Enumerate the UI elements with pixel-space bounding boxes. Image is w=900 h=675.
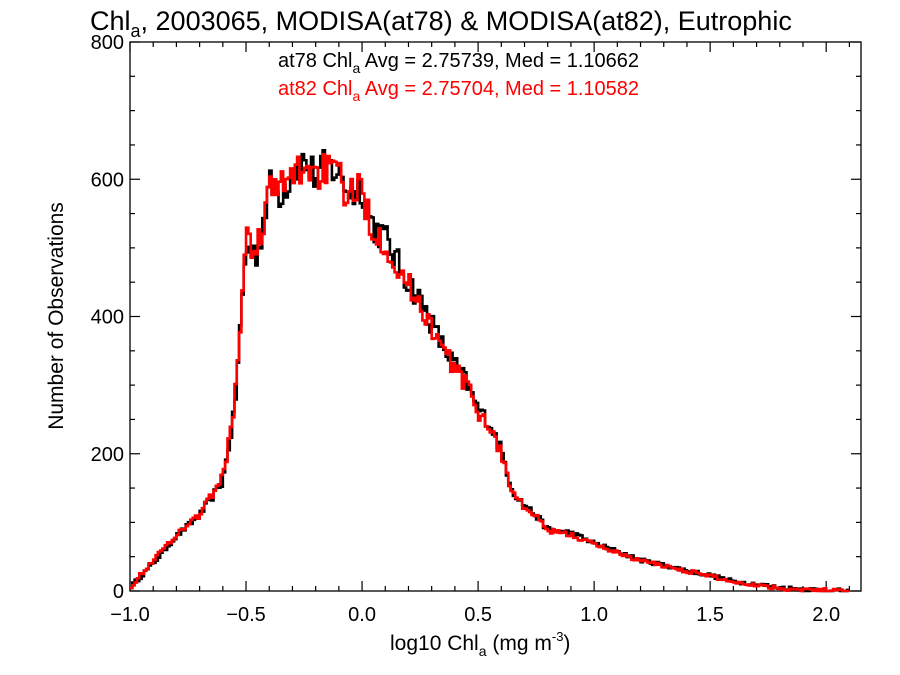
x-tick-label: 1.0 <box>580 604 608 626</box>
stat-line-at78: at78 Chla Avg = 2.75739, Med = 1.10662 <box>278 50 639 76</box>
x-tick-label: 0.0 <box>348 604 376 626</box>
chart-title-main: Chl <box>90 6 131 36</box>
chart-title-rest: , 2003065, MODISA(at78) & MODISA(at82), … <box>141 6 792 36</box>
x-tick-label: 1.5 <box>696 604 724 626</box>
x-tick-label: 0.5 <box>464 604 492 626</box>
x-axis-label-pre: log10 Chl <box>390 632 479 655</box>
x-tick-label: 2.0 <box>812 604 840 626</box>
x-tick-label: −0.5 <box>226 604 265 626</box>
x-axis-label-mid: (mg m <box>487 632 552 655</box>
chart-title-subscript: a <box>131 21 142 41</box>
y-axis-label: Number of Observations <box>45 202 68 430</box>
stats-annotations: at78 Chla Avg = 2.75739, Med = 1.10662 a… <box>278 50 639 104</box>
x-axis-label-sub: a <box>479 643 487 659</box>
y-tick-label: 0 <box>113 581 124 603</box>
series-layer <box>130 149 850 593</box>
axis-ticks <box>129 41 861 592</box>
stat-at82-sub: a <box>353 88 361 104</box>
x-axis-label-sup: -3 <box>552 629 564 644</box>
stat-at78-pre: at78 Chl <box>278 50 353 72</box>
plot-frame <box>129 41 862 592</box>
stat-at82-post: Avg = 2.75704, Med = 1.10582 <box>360 78 639 100</box>
x-axis-label-post: ) <box>563 632 570 655</box>
axis-tick-labels: −1.0 −0.5 0.0 0.5 1.0 1.5 2.0 0 200 400 600 800 <box>91 32 840 626</box>
y-tick-label: 800 <box>91 32 124 54</box>
stat-at82-pre: at82 Chl <box>278 78 353 100</box>
stat-line-at82: at82 Chla Avg = 2.75704, Med = 1.10582 <box>278 78 639 104</box>
x-axis-label: log10 Chla (mg m-3) <box>390 629 570 659</box>
series-at82-line <box>130 153 850 593</box>
chart-title: Chla, 2003065, MODISA(at78) & MODISA(at8… <box>90 6 792 41</box>
y-tick-label: 600 <box>91 169 124 191</box>
x-tick-label: −1.0 <box>110 604 149 626</box>
y-tick-label: 400 <box>91 307 124 329</box>
stat-at78-post: Avg = 2.75739, Med = 1.10662 <box>360 50 639 72</box>
y-tick-label: 200 <box>91 444 124 466</box>
stat-at78-sub: a <box>353 60 361 76</box>
